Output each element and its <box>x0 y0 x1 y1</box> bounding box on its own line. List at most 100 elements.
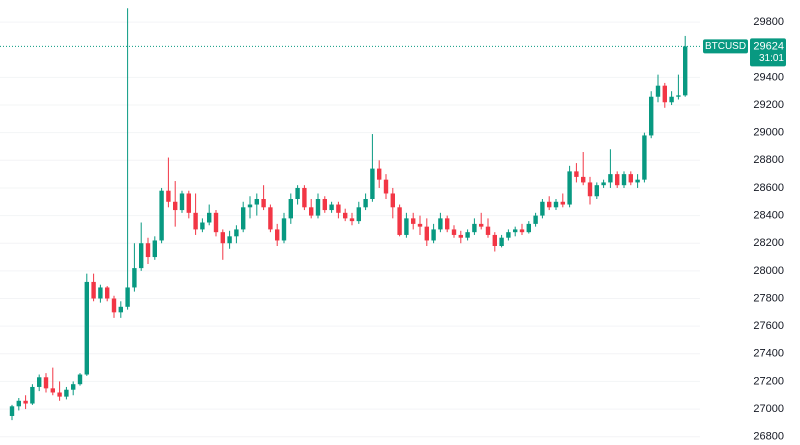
candle-body <box>9 406 15 416</box>
y-tick-label: 27600 <box>753 320 784 332</box>
y-tick-label: 29800 <box>753 16 784 28</box>
candle-body <box>145 243 151 258</box>
candle-body <box>302 187 307 208</box>
candle-body <box>397 207 402 235</box>
y-tick-label: 28800 <box>753 154 784 166</box>
candle-body <box>315 199 321 216</box>
candle-body <box>404 218 409 235</box>
y-tick-label: 29400 <box>753 71 784 83</box>
candle-body <box>553 201 559 208</box>
candle-body <box>329 204 334 211</box>
candle-body <box>98 287 103 299</box>
candle-body <box>111 298 117 313</box>
candle-body <box>356 207 361 222</box>
candle-body <box>472 223 477 233</box>
candle-body <box>23 400 28 404</box>
candle-body <box>268 207 273 230</box>
candle-body <box>601 182 606 186</box>
candle-body <box>676 95 681 97</box>
candle-body <box>254 199 259 205</box>
candle-body <box>655 85 661 97</box>
candle-body <box>275 229 280 241</box>
candle-body <box>485 226 491 235</box>
candle-body <box>662 85 667 103</box>
candle-body <box>234 229 239 237</box>
candle-body <box>288 199 293 219</box>
y-tick-label: 27200 <box>753 375 784 387</box>
candle-body <box>451 229 457 235</box>
candle-body <box>77 374 83 385</box>
y-tick-label: 29200 <box>753 99 784 111</box>
y-tick-label: 27400 <box>753 348 784 360</box>
candle-body <box>458 234 463 238</box>
candle-body <box>227 236 232 244</box>
candle-body <box>594 185 599 197</box>
candle-body <box>492 234 497 246</box>
y-tick-label: 27800 <box>753 292 784 304</box>
candle-body <box>581 176 586 183</box>
candle-body <box>540 201 545 216</box>
candle-body <box>125 287 130 307</box>
candle-body <box>635 179 640 183</box>
candle-body <box>84 281 89 375</box>
candle-body <box>16 400 21 407</box>
candle-body <box>465 232 470 238</box>
candle-body <box>547 201 552 208</box>
candle-body <box>173 201 178 211</box>
candle-body <box>261 199 266 208</box>
candle-body <box>417 223 423 227</box>
candle-body <box>159 190 164 241</box>
y-tick-label: 29000 <box>753 127 784 139</box>
candle-body <box>152 240 157 258</box>
candle-body <box>431 229 436 241</box>
candle-body <box>390 193 395 208</box>
candle-body <box>179 193 185 211</box>
candle-body <box>621 174 627 186</box>
candle-body <box>132 268 137 288</box>
candle-body <box>105 287 110 299</box>
candle-body <box>567 171 572 205</box>
candle-body <box>207 212 212 223</box>
candle-body <box>139 243 144 269</box>
candle-body <box>683 46 688 96</box>
candle-body <box>411 218 416 224</box>
candle-body <box>118 306 123 313</box>
candle-body <box>533 215 538 224</box>
candle-body <box>281 218 287 241</box>
candle-body <box>220 232 225 244</box>
candle-body <box>247 204 253 208</box>
candle-body <box>499 237 504 246</box>
candle-body <box>64 389 69 397</box>
candle-body <box>424 226 429 241</box>
candle-body <box>336 204 341 213</box>
candle-body <box>587 182 593 197</box>
candle-body <box>193 212 198 230</box>
candle-body <box>649 96 654 136</box>
candle-body <box>43 377 49 389</box>
candle-body <box>200 222 205 230</box>
candle-body <box>642 135 647 180</box>
candle-body <box>669 96 674 103</box>
candle-body <box>608 174 613 183</box>
countdown-label: 31:01 <box>759 53 784 64</box>
candle-body <box>519 229 525 233</box>
candle-body <box>479 223 484 227</box>
y-tick-label: 26800 <box>753 431 784 443</box>
y-tick-label: 27000 <box>753 403 784 415</box>
candle-body <box>50 388 55 393</box>
candle-body <box>445 218 450 230</box>
candle-body <box>91 281 96 299</box>
candle-body <box>363 199 368 208</box>
candle-body <box>383 179 389 194</box>
candle-body <box>574 171 579 177</box>
y-tick-label: 28600 <box>753 182 784 194</box>
candle-body <box>213 212 219 233</box>
candle-body <box>241 207 246 230</box>
y-tick-label: 28200 <box>753 237 784 249</box>
candle-body <box>377 168 382 180</box>
candle-body <box>37 377 42 387</box>
candle-body <box>343 212 348 219</box>
candle-body <box>370 168 375 200</box>
candle-body <box>166 190 171 202</box>
